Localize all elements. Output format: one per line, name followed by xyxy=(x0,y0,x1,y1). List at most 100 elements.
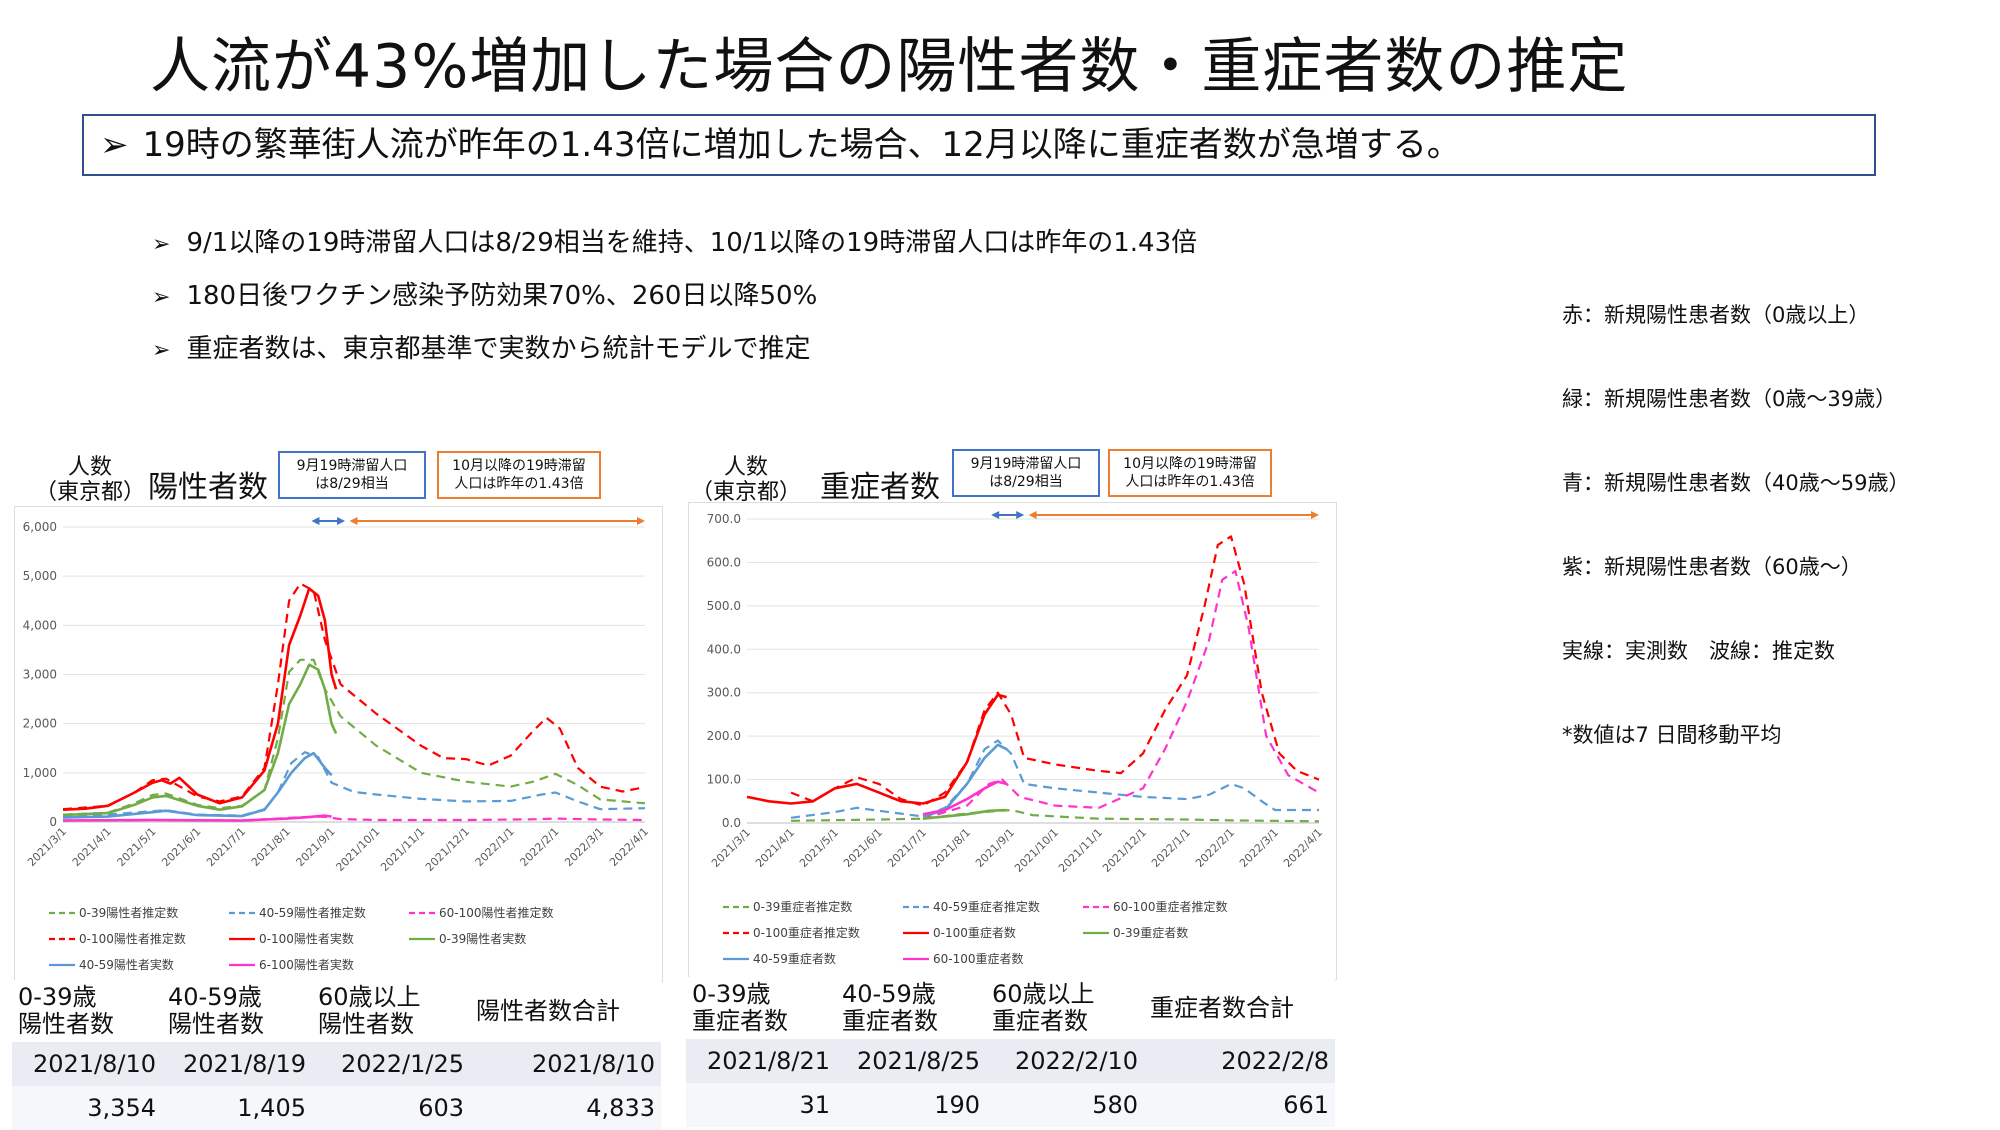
table-header-cell: 60歳以上 陽性者数 xyxy=(312,980,470,1042)
legend-note-line: 実線：実測数 波線：推定数 xyxy=(1562,639,1835,663)
table-cell: 4,833 xyxy=(470,1086,661,1130)
series-line xyxy=(62,814,332,822)
header-line: 陽性者数 xyxy=(18,1010,114,1038)
y-tick-label: 700.0 xyxy=(707,512,741,526)
series-line xyxy=(922,780,1007,816)
x-tick-label: 2021/4/1 xyxy=(70,825,114,869)
table-row: 31 190 580 661 xyxy=(686,1083,1335,1127)
axis-title-line: （東京都） xyxy=(34,480,145,505)
table-header-cell: 重症者数合計 xyxy=(1144,977,1335,1039)
series-line xyxy=(922,570,1320,820)
x-tick-label: 2022/2/1 xyxy=(517,825,561,869)
header-line: 陽性者数合計 xyxy=(476,996,620,1025)
arrowhead-right-icon xyxy=(337,517,346,525)
header-line: 陽性者数 xyxy=(168,1010,264,1038)
table-header-cell: 60歳以上 重症者数 xyxy=(986,977,1144,1039)
summary-text: 19時の繁華街人流が昨年の1.43倍に増加した場合、12月以降に重症者数が急増す… xyxy=(142,125,1461,165)
table-header-cell: 40-59歳 重症者数 xyxy=(836,977,986,1039)
series-line xyxy=(790,808,1320,823)
table-header-row: 0-39歳 陽性者数 40-59歳 陽性者数 60歳以上 陽性者数 陽性者数合計 xyxy=(12,980,661,1042)
callout-line: 10月以降の19時滞留 xyxy=(1123,456,1257,472)
header-line: 重症者数 xyxy=(842,1007,938,1035)
arrowhead-left-icon xyxy=(311,517,320,525)
axis-title-line: 人数 xyxy=(67,455,112,480)
callout-line: 9月19時滞留人口 xyxy=(296,458,408,474)
series-line xyxy=(62,663,338,817)
x-tick-label: 2021/11/1 xyxy=(378,825,427,874)
series-line xyxy=(62,751,333,819)
legend-label: 0-39重症者推定数 xyxy=(753,899,852,914)
y-tick-label: 100.0 xyxy=(707,773,741,787)
arrowhead-right-icon xyxy=(637,517,645,525)
arrow-bullet-icon: ➢ xyxy=(152,338,171,363)
axis-title-line: （東京都） xyxy=(690,480,801,505)
table-header-cell: 0-39歳 陽性者数 xyxy=(12,980,162,1042)
series-line xyxy=(922,808,1007,820)
table-header-cell: 40-59歳 陽性者数 xyxy=(162,980,312,1042)
chart-title: 重症者数 xyxy=(820,470,940,505)
table-cell: 2022/1/25 xyxy=(312,1042,470,1086)
axis-title-line: 人数 xyxy=(723,455,768,480)
arrow-bullet-icon: ➢ xyxy=(152,285,171,310)
bullet-item: ➢ 180日後ワクチン感染予防効果70%、260日以降50% xyxy=(152,275,817,312)
callout-line: は8/29相当 xyxy=(989,474,1063,490)
bullet-text: 180日後ワクチン感染予防効果70%、260日以降50% xyxy=(186,281,818,311)
left-axis-title: 人数 （東京都） xyxy=(30,455,150,505)
bullet-item: ➢ 9/1以降の19時滞留人口は8/29相当を維持、10/1以降の19時滞留人口は… xyxy=(152,222,1197,259)
y-tick-label: 400.0 xyxy=(707,642,741,656)
header-line: 重症者数合計 xyxy=(1150,993,1294,1022)
series-line xyxy=(922,743,1008,818)
legend-note-line: 青：新規陽性患者数（40歳～59歳） xyxy=(1562,471,1910,495)
x-tick-label: 2021/7/1 xyxy=(204,825,248,869)
table-row: 3,354 1,405 603 4,833 xyxy=(12,1086,661,1130)
x-tick-label: 2021/9/1 xyxy=(294,825,338,869)
chart-title: 陽性者数 xyxy=(148,470,268,505)
x-tick-label: 2022/1/1 xyxy=(1149,826,1193,870)
x-tick-label: 2021/6/1 xyxy=(841,826,885,870)
x-tick-label: 2022/2/1 xyxy=(1193,826,1237,870)
legend-label: 40-59陽性者実数 xyxy=(79,957,174,972)
x-tick-label: 2021/8/1 xyxy=(249,825,293,869)
x-tick-label: 2021/12/1 xyxy=(1100,826,1149,875)
x-tick-label: 2021/11/1 xyxy=(1056,826,1105,875)
legend-note-line: 紫：新規陽性患者数（60歳～） xyxy=(1562,555,1862,579)
y-tick-label: 600.0 xyxy=(707,555,741,569)
y-tick-label: 0 xyxy=(49,815,57,829)
header-line: 陽性者数 xyxy=(318,1010,414,1038)
legend-label: 0-100重症者数 xyxy=(933,925,1016,940)
table-header-cell: 陽性者数合計 xyxy=(470,980,661,1042)
y-tick-label: 0.0 xyxy=(722,816,741,830)
legend-note-line: 赤：新規陽性患者数（0歳以上） xyxy=(1562,303,1870,327)
header-line: 0-39歳 xyxy=(18,983,97,1011)
table-cell: 2021/8/19 xyxy=(162,1042,312,1086)
callout-october: 10月以降の19時滞留 人口は昨年の1.43倍 xyxy=(437,451,601,499)
x-tick-label: 2021/10/1 xyxy=(333,825,382,874)
x-tick-label: 2021/10/1 xyxy=(1012,826,1061,875)
legend-label: 60-100重症者数 xyxy=(933,951,1024,966)
page-title: 人流が43%増加した場合の陽性者数・重症者数の推定 xyxy=(150,32,1629,102)
legend-label: 0-100陽性者実数 xyxy=(259,931,354,946)
callout-line: 人口は昨年の1.43倍 xyxy=(454,476,584,492)
table-cell: 580 xyxy=(986,1083,1144,1127)
table-cell: 2022/2/8 xyxy=(1144,1039,1335,1083)
legend-label: 60-100重症者推定数 xyxy=(1113,899,1228,914)
x-tick-label: 2022/3/1 xyxy=(562,825,606,869)
x-tick-label: 2021/4/1 xyxy=(753,826,797,870)
x-tick-label: 2021/3/1 xyxy=(25,825,69,869)
callout-september: 9月19時滞留人口 は8/29相当 xyxy=(278,451,426,499)
series-line xyxy=(62,658,646,816)
x-tick-label: 2021/9/1 xyxy=(973,826,1017,870)
series-line xyxy=(62,582,646,811)
y-tick-label: 300.0 xyxy=(707,686,741,700)
table-cell: 190 xyxy=(836,1083,986,1127)
legend-label: 0-100重症者推定数 xyxy=(753,925,860,940)
series-line xyxy=(790,739,1319,819)
legend-label: 0-39陽性者推定数 xyxy=(79,905,178,920)
table-cell: 2021/8/21 xyxy=(686,1039,836,1083)
series-line xyxy=(62,815,646,822)
positive-cases-chart-frame: 0 1,000 2,000 3,000 4,000 5,000 6,000 2021/3/1 2… xyxy=(14,506,663,982)
legend-label: 6-100陽性者実数 xyxy=(259,957,354,972)
callout-line: は8/29相当 xyxy=(315,476,389,492)
color-legend-note: 赤：新規陽性患者数（0歳以上） 緑：新規陽性患者数（0歳～39歳） 青：新規陽性… xyxy=(1562,245,1909,777)
